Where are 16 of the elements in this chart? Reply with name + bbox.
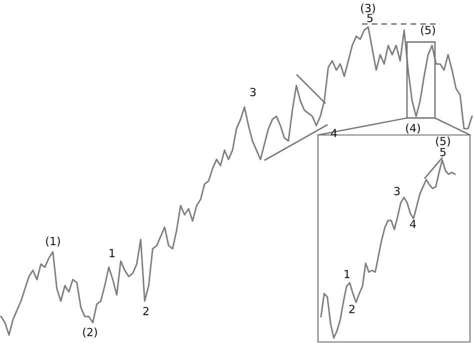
text: 5 — [367, 14, 373, 22]
annotation: 2 — [143, 306, 148, 316]
text: (3) — [361, 4, 375, 14]
annotation: 4 — [331, 128, 337, 138]
annotation: (5) — [421, 26, 435, 36]
annotation: (5) — [436, 136, 450, 147]
annotation: 1 — [344, 270, 350, 278]
annotation: 4 — [410, 220, 416, 228]
annotation: 3 — [250, 88, 256, 96]
annotation: (2) — [83, 328, 97, 338]
annotation: 5 — [440, 148, 446, 156]
annotation: (4) — [406, 124, 420, 134]
annotation: 1 — [110, 248, 115, 258]
annotation: (1) — [46, 236, 60, 247]
annotation: 3 — [394, 186, 400, 196]
annotation: 2 — [349, 304, 354, 314]
